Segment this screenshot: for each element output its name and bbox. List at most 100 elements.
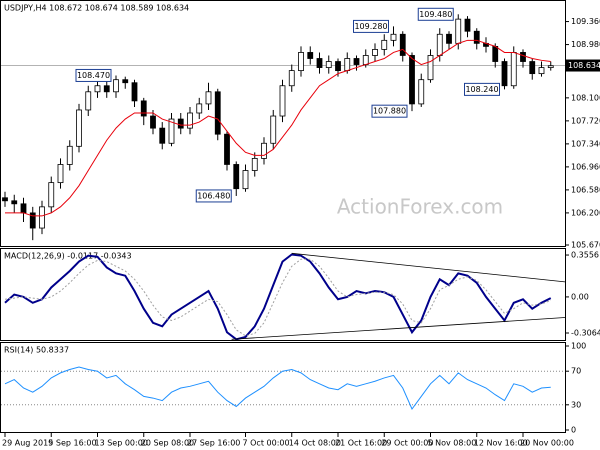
candle-body <box>538 67 545 75</box>
candle-body <box>48 182 55 208</box>
candle-body <box>57 164 64 184</box>
candle-body <box>335 61 341 72</box>
x-tick-label: 5 Nov 08:00 <box>428 439 477 448</box>
y-tick-label: 108.980 <box>571 40 600 49</box>
candle-body <box>455 18 462 44</box>
trendline <box>291 252 565 283</box>
price-annotation: 106.480 <box>197 191 230 200</box>
candle-body <box>205 91 212 105</box>
candle-body <box>409 55 415 105</box>
y-tick-label: 106.580 <box>571 185 600 194</box>
candle-body <box>399 33 406 56</box>
macd-line <box>4 253 552 340</box>
candle-body <box>233 164 240 190</box>
price-annotation-box <box>75 68 112 82</box>
y-tick-label: 105.670 <box>571 241 600 250</box>
macd-line <box>4 258 551 337</box>
y-tick-label: 106.960 <box>571 162 600 171</box>
candle-body <box>520 52 526 62</box>
y-tick-label: 109.360 <box>571 17 600 26</box>
x-tick-label: 21 Oct 16:00 <box>335 439 387 448</box>
candle-body <box>307 52 314 59</box>
candle-body <box>270 115 277 144</box>
price-annotation-box <box>195 189 232 203</box>
price-annotation: 109.280 <box>354 22 387 31</box>
candle-body <box>529 61 536 75</box>
candle-body <box>372 49 378 56</box>
y-tick-label: 0.00 <box>571 292 589 301</box>
y-tick-label: 30 <box>571 400 581 409</box>
price-panel <box>0 0 566 247</box>
trendline <box>231 317 565 340</box>
watermark: ActionForex.com <box>337 195 503 219</box>
x-tick-label: 20 Nov 00:00 <box>520 439 574 448</box>
y-tick-label: 70 <box>571 367 581 376</box>
candle-body <box>224 133 230 165</box>
candle-body <box>131 82 138 102</box>
candle-body <box>29 212 36 229</box>
x-tick-label: 5 Sep 16:00 <box>48 439 96 448</box>
y-tick-label: 0 <box>571 426 576 435</box>
candle-body <box>168 118 175 144</box>
candle-body <box>242 170 249 190</box>
candle-body <box>390 33 397 41</box>
candle-body <box>427 55 434 81</box>
x-tick-label: 20 Sep 08:00 <box>141 439 194 448</box>
last-price-box <box>566 59 600 72</box>
rsi-line <box>4 366 551 410</box>
y-tick-label: 108.100 <box>571 93 600 102</box>
candle-body <box>436 33 443 56</box>
x-tick-label: 14 Oct 08:00 <box>289 439 341 448</box>
candle-body <box>214 91 221 135</box>
macd-title: MACD(12,26,9) -0.0117 -0.0343 <box>4 252 132 261</box>
candle-body <box>20 203 27 214</box>
y-tick-label: 0.3556 <box>571 251 599 260</box>
candle-body <box>251 158 258 171</box>
candle-body <box>196 103 203 114</box>
price-annotation: 109.480 <box>419 10 452 19</box>
candle-body <box>94 85 101 93</box>
candle-body <box>150 115 156 129</box>
candle-body <box>501 61 508 87</box>
candle-body <box>187 112 193 129</box>
x-tick-label: 7 Oct 00:00 <box>243 439 290 448</box>
candle-body <box>2 197 8 202</box>
candle-body <box>288 70 295 87</box>
y-tick-label: 100 <box>571 342 586 351</box>
rsi-title: RSI(14) 50.8337 <box>4 346 69 355</box>
candle-body <box>418 79 425 105</box>
price-annotation: 108.470 <box>77 71 110 80</box>
y-tick-label: 107.340 <box>571 139 600 148</box>
candle-body <box>492 45 499 62</box>
candle-body <box>473 30 480 44</box>
last-price-label: 108.634 <box>568 61 600 70</box>
candle-body <box>344 58 351 72</box>
y-tick-label: 107.720 <box>571 116 600 125</box>
candle-body <box>325 61 332 68</box>
candle-body <box>39 206 45 229</box>
price-annotation-box <box>464 82 500 96</box>
candle-body <box>177 118 184 129</box>
candle-body <box>103 85 110 93</box>
price-annotation-box <box>371 104 408 118</box>
candle-body <box>547 65 554 68</box>
x-tick-label: 29 Aug 2019 <box>2 439 53 448</box>
candle-body <box>76 109 82 147</box>
moving-average <box>5 39 551 217</box>
candle-body <box>316 58 323 68</box>
candle-body <box>381 39 388 50</box>
candle-body <box>353 58 360 65</box>
candle-body <box>298 52 304 72</box>
y-tick-label: -0.3064 <box>571 329 600 338</box>
candle-body <box>140 100 147 117</box>
rsi-panel <box>0 342 566 433</box>
price-annotation-box <box>353 19 389 33</box>
candle-body <box>159 127 166 144</box>
candle-body <box>11 200 18 205</box>
candle-body <box>362 55 369 65</box>
candle-body <box>113 79 119 93</box>
x-tick-label: 27 Sep 16:00 <box>187 439 240 448</box>
candle-body <box>122 79 129 84</box>
price-annotation: 107.880 <box>373 107 406 116</box>
